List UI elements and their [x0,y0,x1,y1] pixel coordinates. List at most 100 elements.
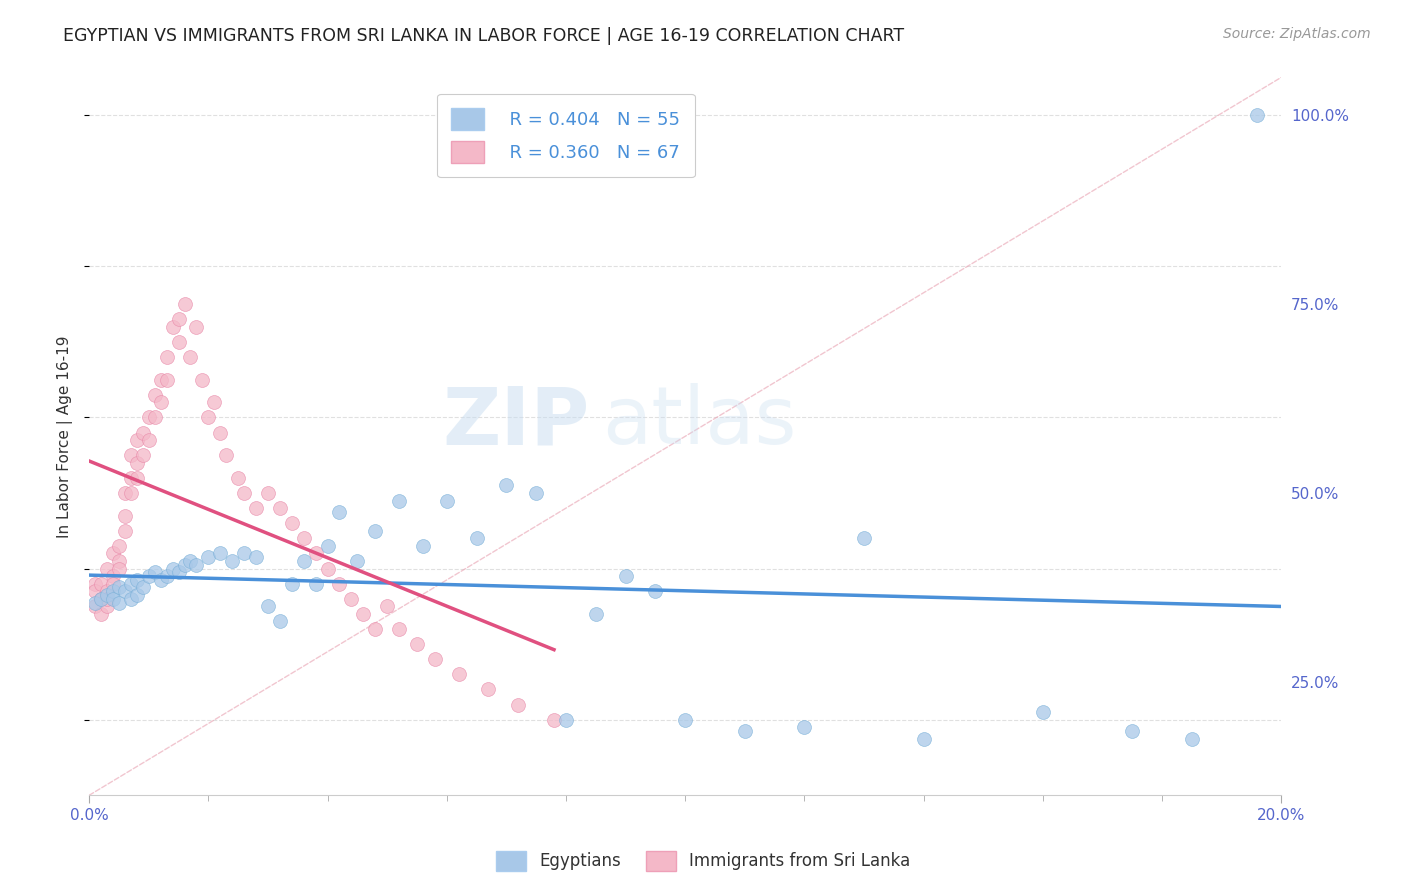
Point [340,591,363,606]
Point [132,581,155,595]
Point [423,652,446,666]
Point [186,558,208,572]
Point [1181,731,1204,746]
Y-axis label: In Labor Force | Age 16-19: In Labor Force | Age 16-19 [58,335,73,538]
Point [125,573,148,587]
Point [96,588,118,602]
Point [233,546,256,560]
Point [364,524,387,538]
Point [292,532,315,546]
Point [162,561,184,575]
Point [269,615,291,629]
Point [167,566,190,580]
Point [197,410,219,425]
Point [543,713,565,727]
Point [114,524,136,538]
Point [125,456,148,470]
Point [156,373,179,387]
Point [412,539,434,553]
Point [138,410,160,425]
Point [221,554,243,568]
Text: ZIP: ZIP [443,383,589,461]
Point [215,448,238,462]
Point [149,395,172,409]
Point [125,433,148,447]
Point [101,569,124,583]
Point [101,591,124,606]
Point [734,724,756,739]
Point [495,478,517,492]
Text: Source: ZipAtlas.com: Source: ZipAtlas.com [1223,27,1371,41]
Point [316,561,339,575]
Point [1246,108,1268,122]
Point [149,373,172,387]
Point [138,569,160,583]
Point [167,312,190,326]
Point [1121,724,1143,739]
Point [912,731,935,746]
Point [120,471,142,485]
Text: atlas: atlas [602,383,796,461]
Point [375,599,398,614]
Point [245,550,267,565]
Point [257,599,280,614]
Point [673,713,696,727]
Point [143,410,166,425]
Point [585,607,607,621]
Point [120,448,142,462]
Point [614,569,637,583]
Point [233,486,256,500]
Point [508,698,530,712]
Point [173,558,195,572]
Point [84,584,107,599]
Point [132,448,155,462]
Point [304,576,326,591]
Point [84,599,107,614]
Point [292,554,315,568]
Point [257,486,280,500]
Point [388,622,411,636]
Point [149,573,172,587]
Point [555,713,578,727]
Point [132,425,155,440]
Point [114,584,136,599]
Point [436,493,458,508]
Point [90,607,112,621]
Point [108,561,131,575]
Point [524,486,547,500]
Point [120,486,142,500]
Point [108,596,131,610]
Point [477,682,499,697]
Point [96,561,118,575]
Point [96,591,118,606]
Point [101,576,124,591]
Point [316,539,339,553]
Point [90,576,112,591]
Point [304,546,326,560]
Point [191,373,214,387]
Point [114,486,136,500]
Legend:   R = 0.404   N = 55,   R = 0.360   N = 67: R = 0.404 N = 55, R = 0.360 N = 67 [437,94,695,178]
Point [108,581,131,595]
Point [156,350,179,364]
Point [186,319,208,334]
Point [364,622,387,636]
Point [346,554,368,568]
Point [143,566,166,580]
Point [226,471,249,485]
Point [167,334,190,349]
Point [179,350,201,364]
Point [84,596,107,610]
Point [388,493,411,508]
Point [328,576,350,591]
Point [269,501,291,516]
Point [101,584,124,599]
Point [125,471,148,485]
Point [202,395,225,409]
Point [162,319,184,334]
Legend: Egyptians, Immigrants from Sri Lanka: Egyptians, Immigrants from Sri Lanka [488,842,918,880]
Point [96,599,118,614]
Point [447,667,470,681]
Point [143,388,166,402]
Point [281,576,304,591]
